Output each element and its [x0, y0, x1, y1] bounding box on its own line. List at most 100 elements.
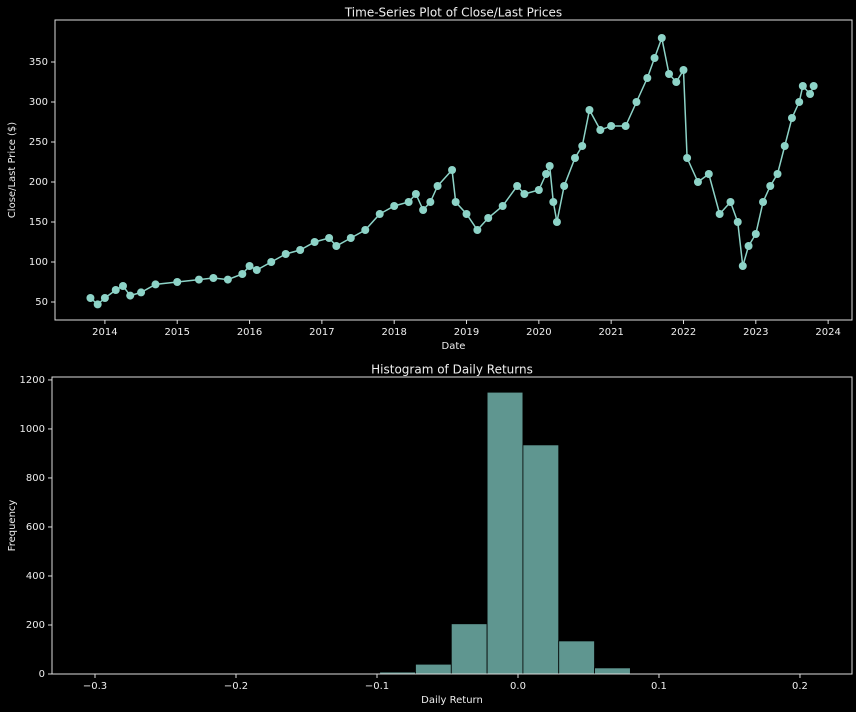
price-point — [665, 70, 674, 78]
price-point — [296, 246, 305, 254]
price-point — [411, 190, 420, 198]
y-tick-label: 250 — [29, 137, 48, 148]
x-tick-label: 2014 — [92, 327, 117, 338]
price-point — [560, 182, 569, 190]
price-point — [151, 280, 160, 289]
y-tick-label: 150 — [29, 217, 48, 228]
price-point — [751, 230, 760, 238]
price-point — [738, 262, 747, 270]
y-tick-label: 1200 — [20, 375, 45, 386]
price-point — [632, 98, 641, 106]
price-point — [607, 122, 616, 130]
price-point — [657, 34, 666, 42]
price-point — [325, 234, 334, 242]
price-point — [404, 198, 413, 206]
price-point — [390, 202, 399, 210]
price-point — [672, 78, 681, 86]
x-tick-label: 2022 — [671, 327, 696, 338]
price-point — [346, 234, 355, 242]
histogram-bar — [450, 623, 488, 675]
price-point — [643, 74, 652, 82]
price-point — [773, 170, 782, 178]
price-point — [100, 294, 109, 302]
x-tick-label: 2020 — [526, 327, 551, 338]
y-tick-label: 800 — [26, 473, 45, 484]
price-point — [534, 186, 543, 194]
y-tick-label: 100 — [29, 257, 48, 268]
price-point — [281, 250, 290, 258]
x-tick-label: 0.1 — [651, 681, 667, 692]
y-tick-label: 200 — [29, 177, 48, 188]
price-point — [252, 266, 261, 274]
x-tick-label: −0.2 — [224, 681, 248, 692]
price-point — [498, 202, 507, 210]
x-axis-label: Daily Return — [421, 695, 483, 706]
price-point — [809, 82, 818, 90]
price-point — [419, 206, 428, 214]
price-point — [310, 238, 319, 246]
histogram-bar — [415, 663, 452, 675]
y-tick-label: 1000 — [20, 424, 45, 435]
price-point — [744, 242, 753, 250]
price-point — [683, 154, 692, 162]
price-point — [545, 162, 554, 170]
price-point — [766, 182, 775, 190]
price-point — [209, 274, 218, 282]
x-tick-label: 0.0 — [510, 681, 526, 692]
histogram-bar — [558, 640, 595, 675]
y-tick-label: 600 — [26, 522, 45, 533]
price-point — [621, 122, 630, 130]
price-point — [571, 154, 580, 162]
y-tick-label: 50 — [35, 297, 48, 308]
price-point — [549, 198, 558, 206]
y-tick-label: 350 — [29, 57, 48, 68]
price-point — [118, 282, 127, 290]
price-point — [520, 190, 529, 198]
chart-title: Time-Series Plot of Close/Last Prices — [344, 6, 562, 20]
price-point — [245, 262, 254, 270]
price-point — [462, 210, 471, 218]
price-point — [787, 114, 796, 122]
histogram-bar — [486, 391, 524, 675]
y-axis-label: Close/Last Price ($) — [7, 122, 18, 218]
price-point — [173, 278, 182, 286]
price-point — [806, 90, 815, 98]
price-point — [484, 214, 493, 222]
price-point — [552, 218, 561, 226]
axes-frame — [54, 19, 853, 321]
x-tick-label: 2015 — [164, 327, 189, 338]
price-point — [578, 142, 587, 150]
price-point — [238, 270, 247, 278]
axes-frame — [51, 376, 853, 675]
price-point — [795, 98, 804, 106]
price-point — [448, 166, 457, 174]
price-point — [759, 198, 768, 206]
price-point — [585, 106, 594, 114]
x-tick-label: 2019 — [454, 327, 479, 338]
x-tick-label: 2023 — [743, 327, 768, 338]
price-point — [126, 291, 135, 300]
price-point — [137, 288, 146, 297]
price-point — [361, 226, 370, 234]
price-point — [715, 210, 724, 218]
y-tick-label: 300 — [29, 97, 48, 108]
y-tick-label: 0 — [39, 669, 45, 680]
x-tick-label: −0.3 — [83, 681, 107, 692]
x-tick-label: −0.1 — [365, 681, 389, 692]
price-point — [596, 126, 605, 134]
price-point — [473, 226, 482, 234]
price-point — [733, 218, 742, 226]
y-tick-label: 200 — [26, 620, 45, 631]
y-tick-label: 400 — [26, 571, 45, 582]
price-point — [451, 198, 460, 206]
x-tick-label: 2018 — [381, 327, 406, 338]
price-point — [780, 142, 789, 150]
price-point — [433, 182, 442, 190]
price-point — [267, 258, 276, 266]
histogram-bar — [522, 444, 560, 675]
price-point — [650, 54, 659, 62]
x-tick-label: 2024 — [815, 327, 840, 338]
x-tick-label: 0.2 — [792, 681, 808, 692]
x-tick-label: 2017 — [309, 327, 334, 338]
